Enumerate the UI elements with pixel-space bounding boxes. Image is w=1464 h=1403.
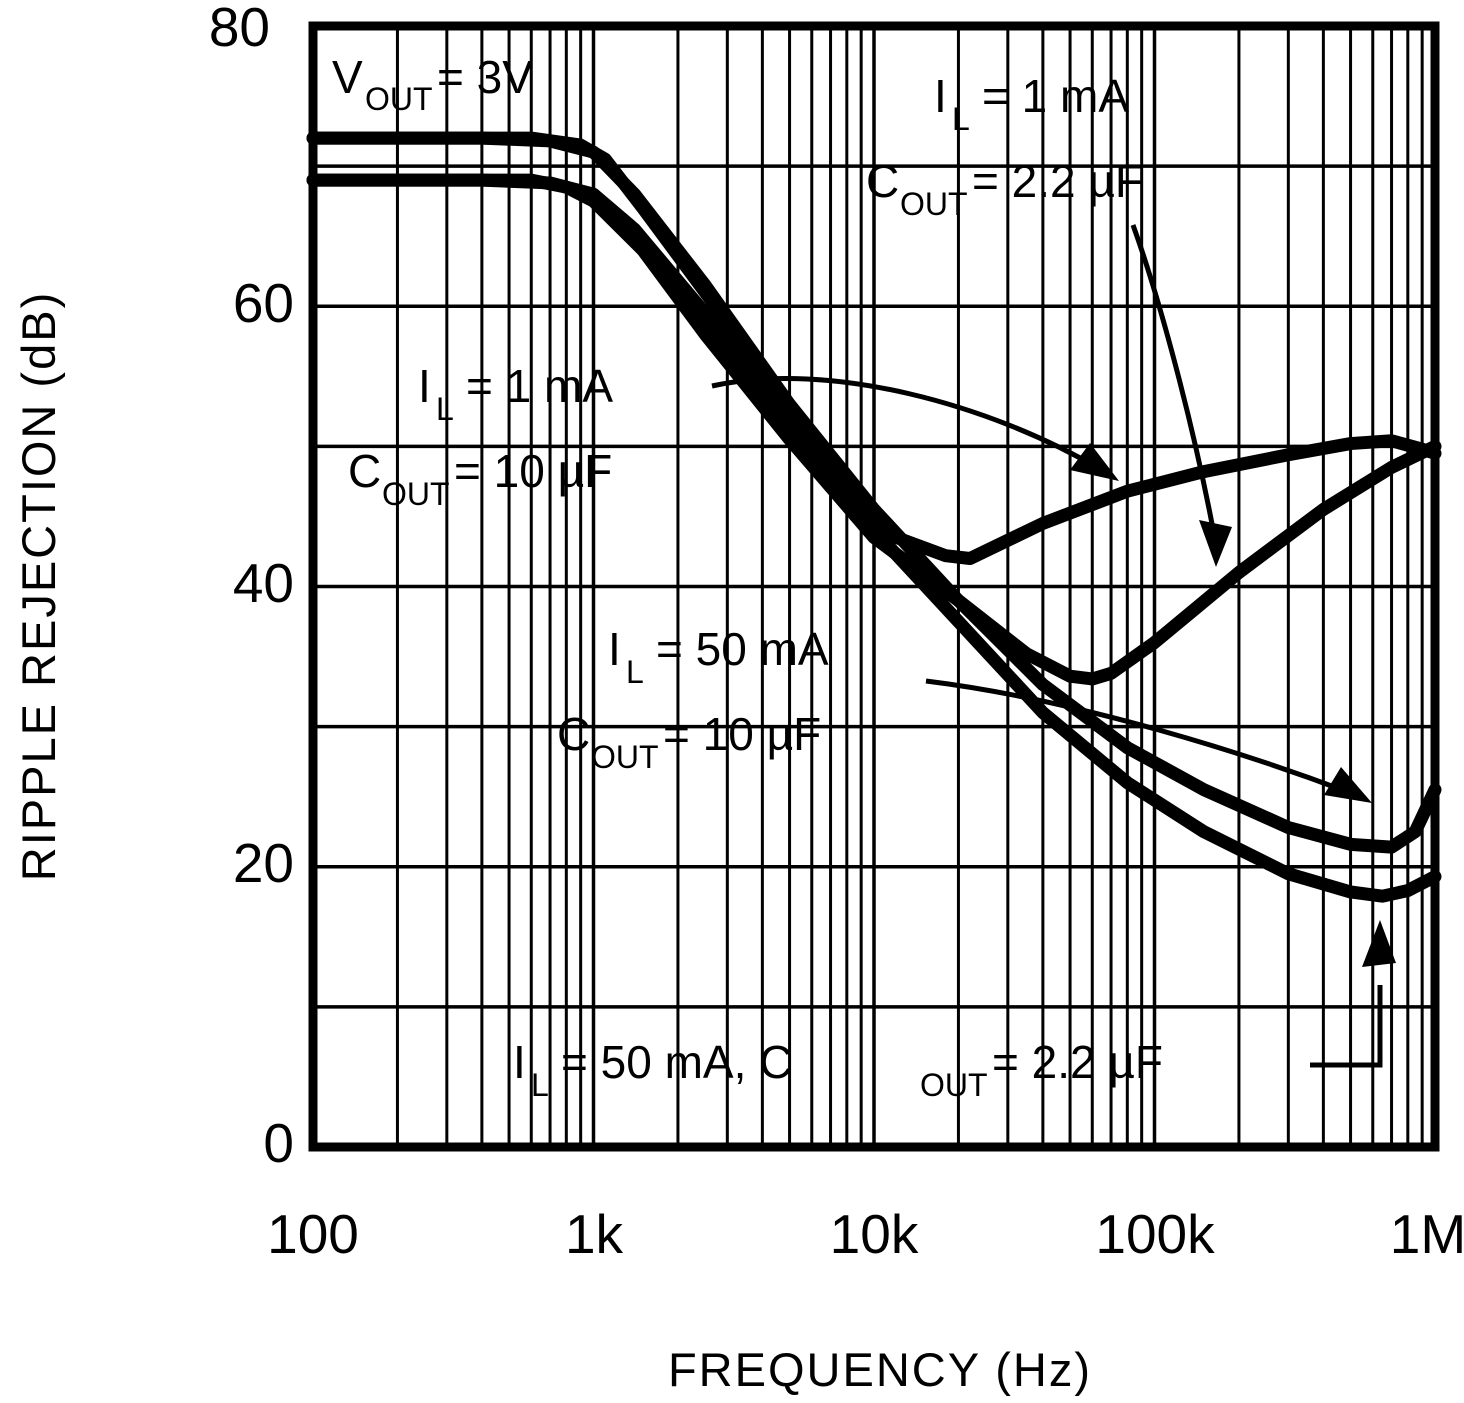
a1-il-sub: L [952,101,970,137]
a1-cout-value: = 2.2 µF [972,155,1143,207]
a2-leader-line [711,376,1100,471]
a4-leader-line [1310,985,1383,1068]
vout-label-sub: OUT [365,81,433,117]
a1-cout-main: C [866,155,899,207]
a4-cout-value: = 2.2 µF [992,1036,1163,1088]
y-tick-label-40: 40 [233,552,294,614]
a1-arrowhead [1199,520,1232,567]
y-tick-label-60: 60 [233,272,294,334]
vout-label-main: V [332,51,363,103]
annotation-1ma-2u2: I L = 1 mA C OUT = 2.2 µF [866,70,1232,567]
annotation-vout-condition: V OUT = 3V [332,51,533,117]
a1-il-main: I [934,70,947,122]
a4-il-value: = 50 mA, C [561,1036,792,1088]
x-tick-label-1M: 1M [1390,1203,1464,1265]
annotation-50ma-2u2: I L = 50 mA, C OUT = 2.2 µF [513,920,1396,1103]
annotation-1ma-10u: I L = 1 mA C OUT = 10 µF [348,360,1119,512]
a2-cout-main: C [348,445,381,497]
a3-leader-line [925,678,1349,795]
a3-il-main: I [608,623,621,675]
annotation-50ma-10u: I L = 50 mA C OUT = 10 µF [557,623,1372,803]
data-curves [306,131,1442,903]
plot-frame [308,21,1440,1152]
a3-cout-value: = 10 µF [663,708,821,760]
a3-arrowhead [1324,767,1372,803]
x-tick-label-10k: 10k [830,1203,919,1265]
a3-cout-main: C [557,708,590,760]
y-tick-label-0: 0 [263,1112,294,1174]
a2-cout-sub: OUT [382,476,450,512]
a4-il-sub: L [531,1067,549,1103]
a2-il-value: = 1 mA [466,360,613,412]
a2-cout-value: = 10 µF [454,445,612,497]
a4-il-main: I [513,1036,526,1088]
a2-il-sub: L [436,391,454,427]
vout-label-rest: = 3V [437,51,533,103]
a1-cout-sub: OUT [900,186,968,222]
a2-arrowhead [1070,443,1119,481]
y-axis-title: RIPPLE REJECTION (dB) [12,291,65,881]
a3-il-sub: L [626,654,644,690]
x-tick-label-100k: 100k [1095,1203,1215,1265]
a3-cout-sub: OUT [591,739,659,775]
a4-arrowhead [1362,920,1396,967]
curve-2 [306,131,1442,854]
a4-cout-sub: OUT [920,1067,988,1103]
a1-leader-line [1130,224,1219,546]
a2-il-main: I [418,360,431,412]
x-tick-label-100: 100 [267,1203,359,1265]
y-tick-label-80: 80 [209,0,270,58]
a3-il-value: = 50 mA [656,623,829,675]
curve-3 [306,173,1442,903]
x-tick-label-1k: 1k [565,1203,624,1265]
a1-il-value: = 1 mA [982,70,1129,122]
x-axis-title: FREQUENCY (Hz) [668,1343,1092,1396]
y-tick-label-20: 20 [233,832,294,894]
